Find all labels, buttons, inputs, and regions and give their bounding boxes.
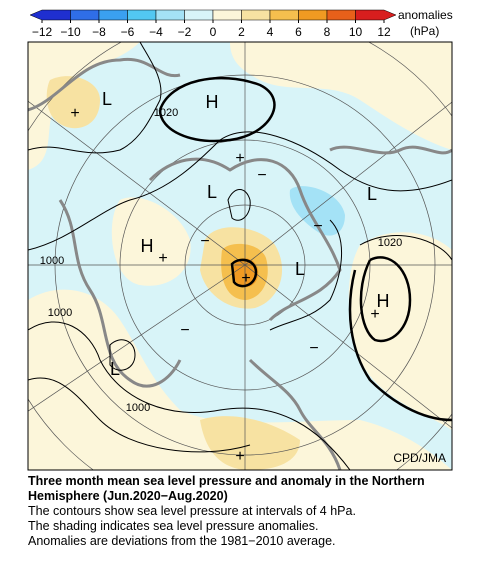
anomaly-sign: − xyxy=(313,218,322,235)
colorbar-segment xyxy=(212,9,242,21)
colorbar-tick-label: 6 xyxy=(295,25,302,39)
colorbar-segment xyxy=(127,9,157,21)
colorbar-unit-label: anomalies xyxy=(398,8,453,22)
pressure-center: H xyxy=(377,291,390,311)
colorbar-tick-label: −12 xyxy=(32,25,53,39)
anomaly-sign: − xyxy=(180,322,189,339)
colorbar-tick-label: 4 xyxy=(267,25,274,39)
colorbar-tick-label: −8 xyxy=(92,25,106,39)
colorbar-segment xyxy=(298,9,328,21)
colorbar-unit: (hPa) xyxy=(410,24,439,38)
colorbar-tick-label: −10 xyxy=(60,25,81,39)
colorbar-tick-label: −4 xyxy=(149,25,163,39)
colorbar-segment xyxy=(241,9,271,21)
anomaly-sign: + xyxy=(235,448,244,465)
pressure-center: L xyxy=(102,89,112,109)
map-credit: CPD/JMA xyxy=(393,451,446,465)
anomaly-sign: + xyxy=(370,306,379,323)
colorbar-tick-label: 0 xyxy=(210,25,217,39)
anomaly-sign: − xyxy=(309,340,318,357)
contour-label: 1020 xyxy=(154,107,178,119)
colorbar-segment xyxy=(326,9,356,21)
pressure-center: L xyxy=(110,359,120,379)
contour-label: 1000 xyxy=(48,307,72,319)
colorbar-segment xyxy=(70,9,100,21)
colorbar-tick-label: 12 xyxy=(377,25,391,39)
caption-title: Three month mean sea level pressure and … xyxy=(28,474,425,488)
caption-note: The shading indicates sea level pressure… xyxy=(28,519,319,533)
pressure-center: L xyxy=(367,184,377,204)
colorbar-tick-label: 8 xyxy=(324,25,331,39)
colorbar-segment xyxy=(155,9,185,21)
anomaly-sign: − xyxy=(200,233,209,250)
pressure-center: L xyxy=(295,259,305,279)
pressure-center: H xyxy=(206,92,219,112)
colorbar-segment xyxy=(355,9,397,21)
colorbar-tick-label: 2 xyxy=(238,25,245,39)
caption-title: Hemisphere (Jun.2020−Aug.2020) xyxy=(28,489,228,503)
caption: Three month mean sea level pressure and … xyxy=(28,474,478,549)
colorbar: −12 −10 −8 −6 −4 −2 0 2 4 6 8 10 12 xyxy=(29,9,397,39)
contour-label: 1000 xyxy=(40,255,64,267)
colorbar-segment xyxy=(269,9,299,21)
pressure-center: H xyxy=(141,236,154,256)
caption-note: Anomalies are deviations from the 1981−2… xyxy=(28,534,336,548)
colorbar-segment xyxy=(98,9,128,21)
anomaly-sign: − xyxy=(257,167,266,184)
figure: −12 −10 −8 −6 −4 −2 0 2 4 6 8 10 12 anomalies (hPa) xyxy=(27,8,453,471)
anomaly-sign: + xyxy=(241,270,250,287)
colorbar-segment xyxy=(184,9,214,21)
map-frame xyxy=(27,41,453,471)
colorbar-tick-label: −2 xyxy=(178,25,192,39)
contour-label: 1000 xyxy=(126,402,150,414)
anomaly-sign: + xyxy=(70,105,79,122)
colorbar-tick-label: −6 xyxy=(121,25,135,39)
anomaly-sign: + xyxy=(158,250,167,267)
colorbar-tick-label: 10 xyxy=(349,25,363,39)
contour-label: 1020 xyxy=(378,237,402,249)
anomaly-sign: + xyxy=(235,150,244,167)
caption-note: The contours show sea level pressure at … xyxy=(28,504,356,518)
pressure-center: L xyxy=(207,182,217,202)
colorbar-segment xyxy=(29,9,71,21)
